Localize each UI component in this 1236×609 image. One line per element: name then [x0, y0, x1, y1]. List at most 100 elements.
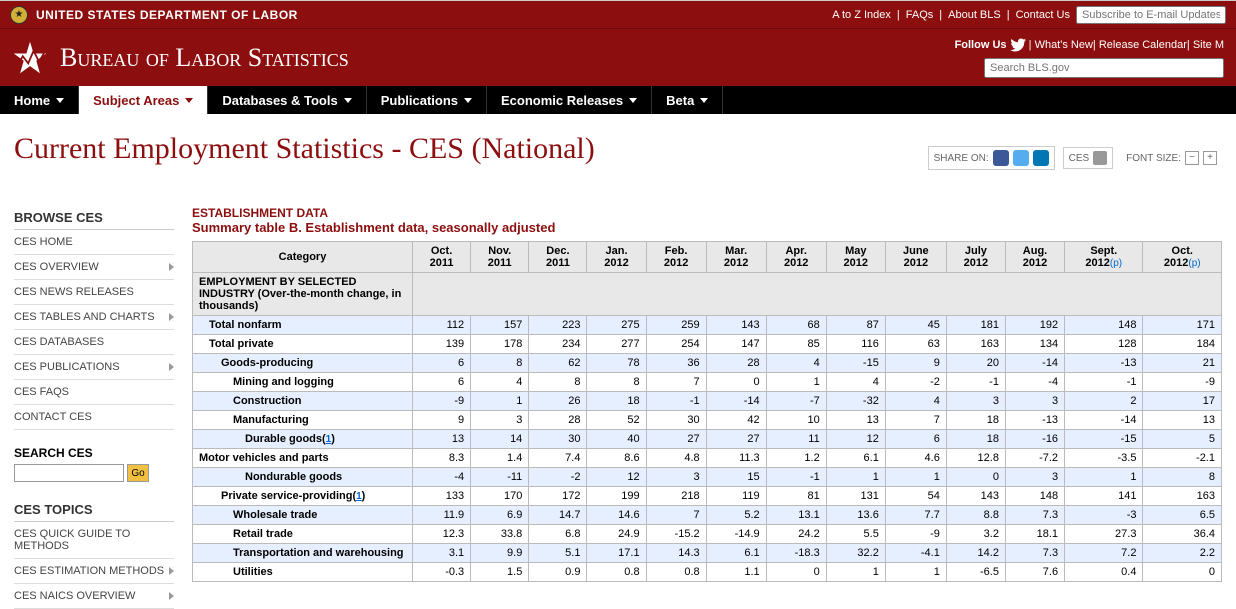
row-label: Utilities	[193, 563, 413, 582]
sidebar-item-ces-publications[interactable]: CES PUBLICATIONS	[14, 355, 174, 380]
nav-publications[interactable]: Publications	[367, 86, 487, 114]
cell: 8.3	[413, 449, 471, 468]
share-box: SHARE ON:	[928, 146, 1055, 170]
cell: 28	[529, 411, 587, 430]
table-row: Manufacturing93285230421013718-13-1413	[193, 411, 1222, 430]
cell: 18	[946, 411, 1005, 430]
row-label: Wholesale trade	[193, 506, 413, 525]
cell: -1	[1065, 373, 1143, 392]
facebook-icon[interactable]	[993, 150, 1009, 166]
twitter-icon[interactable]	[1010, 38, 1026, 52]
go-button[interactable]: Go	[127, 464, 149, 482]
font-plus-icon[interactable]: +	[1203, 151, 1217, 165]
cell: -15	[826, 354, 885, 373]
header-right: Follow Us | What's New| Release Calendar…	[955, 38, 1224, 78]
cell: 192	[1005, 316, 1064, 335]
cell: -7.2	[1005, 449, 1064, 468]
ces-label: CES	[1069, 153, 1090, 164]
col-Apr.2012: Apr.2012	[766, 242, 826, 273]
sidebar-item-contact-ces[interactable]: CONTACT CES	[14, 405, 174, 430]
cell: -18.3	[766, 544, 826, 563]
link-atoz[interactable]: A to Z Index	[832, 9, 891, 21]
cell: 13	[1143, 411, 1222, 430]
cell: 0	[1143, 563, 1222, 582]
cell: 133	[413, 487, 471, 506]
link-release-cal[interactable]: Release Calendar	[1099, 38, 1187, 50]
subscribe-input[interactable]	[1076, 6, 1226, 24]
cell: 87	[826, 316, 885, 335]
table-row: Transportation and warehousing3.19.95.11…	[193, 544, 1222, 563]
twitter-share-icon[interactable]	[1013, 150, 1029, 166]
col-Sept.2012: Sept.2012(p)	[1065, 242, 1143, 273]
footnote-link[interactable]: 1	[326, 434, 332, 445]
table-head2: Summary table B. Establishment data, sea…	[192, 220, 1222, 235]
font-minus-icon[interactable]: −	[1185, 151, 1199, 165]
cell: 27	[646, 430, 706, 449]
cell: 172	[529, 487, 587, 506]
bls-brand: Bureau of Labor Statistics	[12, 40, 349, 76]
cell: 234	[529, 335, 587, 354]
row-label: Manufacturing	[193, 411, 413, 430]
nav-subject-areas[interactable]: Subject Areas	[79, 86, 208, 114]
cell: -7	[766, 392, 826, 411]
sidebar-item-ces-faqs[interactable]: CES FAQS	[14, 380, 174, 405]
cell: 2	[1065, 392, 1143, 411]
content-area: BROWSE CES CES HOMECES OVERVIEWCES NEWS …	[0, 188, 1236, 609]
link-about[interactable]: About BLS	[948, 9, 1001, 21]
link-sitemap[interactable]: Site M	[1193, 38, 1224, 50]
table-row: Durable goods(1)1314304027271112618-16-1…	[193, 430, 1222, 449]
section-label: EMPLOYMENT BY SELECTED INDUSTRY (Over-th…	[193, 273, 413, 316]
cell: 1.5	[471, 563, 529, 582]
sidebar-item-ces-databases[interactable]: CES DATABASES	[14, 330, 174, 355]
cell: 26	[529, 392, 587, 411]
sidebar-item-ces-overview[interactable]: CES OVERVIEW	[14, 255, 174, 280]
search-ces-input[interactable]	[14, 464, 124, 482]
sidebar-item-ces-estimation-methods[interactable]: CES ESTIMATION METHODS	[14, 559, 174, 584]
link-contact[interactable]: Contact Us	[1016, 9, 1070, 21]
cell: 3	[1005, 392, 1064, 411]
cell: 3	[1005, 468, 1064, 487]
col-July2012: July2012	[946, 242, 1005, 273]
sidebar-item-ces-tables-and-charts[interactable]: CES TABLES AND CHARTS	[14, 305, 174, 330]
cell: 1.2	[766, 449, 826, 468]
cell: 78	[587, 354, 646, 373]
ces-box[interactable]: CES	[1063, 147, 1114, 169]
cell: 119	[706, 487, 766, 506]
cell: 12.8	[946, 449, 1005, 468]
linkedin-icon[interactable]	[1033, 150, 1049, 166]
cell: 40	[587, 430, 646, 449]
nav-databases-tools[interactable]: Databases & Tools	[208, 86, 366, 114]
cell: 8	[587, 373, 646, 392]
nav-beta[interactable]: Beta	[652, 86, 723, 114]
cell: 10	[766, 411, 826, 430]
cell: 15	[706, 468, 766, 487]
cell: -3	[1065, 506, 1143, 525]
footnote-link[interactable]: 1	[356, 491, 362, 502]
cell: 13	[413, 430, 471, 449]
link-faqs[interactable]: FAQs	[906, 9, 934, 21]
col-Dec.2011: Dec.2011	[529, 242, 587, 273]
cell: 20	[946, 354, 1005, 373]
cell: 14.7	[529, 506, 587, 525]
link-whatsnew[interactable]: What's New	[1035, 38, 1093, 50]
sidebar-item-ces-quick-guide-to-methods[interactable]: CES QUICK GUIDE TO METHODS	[14, 522, 174, 559]
cell: -6.5	[946, 563, 1005, 582]
cell: 1.1	[706, 563, 766, 582]
nav-economic-releases[interactable]: Economic Releases	[487, 86, 652, 114]
sidebar-item-ces-home[interactable]: CES HOME	[14, 230, 174, 255]
sidebar: BROWSE CES CES HOMECES OVERVIEWCES NEWS …	[14, 206, 174, 609]
cell: -13	[1005, 411, 1064, 430]
cell: 0.4	[1065, 563, 1143, 582]
nav-home[interactable]: Home	[0, 86, 79, 114]
top-utility-links: A to Z Index| FAQs| About BLS| Contact U…	[832, 6, 1226, 24]
sidebar-item-ces-news-releases[interactable]: CES NEWS RELEASES	[14, 280, 174, 305]
cell: 81	[766, 487, 826, 506]
search-input[interactable]	[984, 58, 1224, 78]
cell: 143	[706, 316, 766, 335]
font-size-label: FONT SIZE:	[1126, 153, 1181, 164]
col-Oct.2011: Oct.2011	[413, 242, 471, 273]
cell: 14.3	[646, 544, 706, 563]
cell: -2	[885, 373, 946, 392]
cell: 1	[471, 392, 529, 411]
cell: 0.9	[529, 563, 587, 582]
